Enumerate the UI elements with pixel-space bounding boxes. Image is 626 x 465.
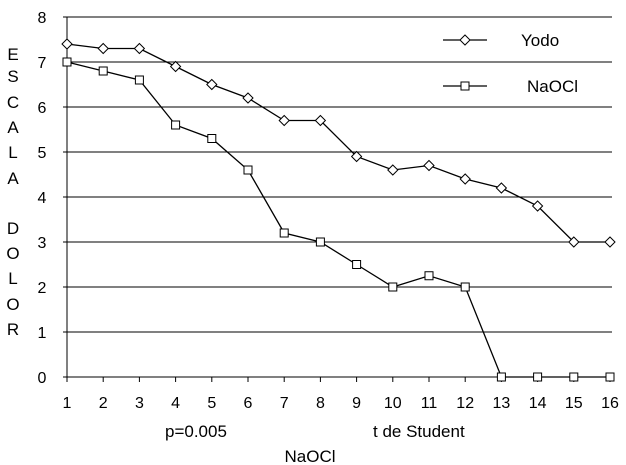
data-point-naocl xyxy=(460,282,470,292)
series-lines xyxy=(61,38,616,382)
data-point-yodo xyxy=(350,150,363,163)
x-tick-label: 11 xyxy=(421,395,438,412)
x-tick-labels: 1 2 3 4 5 6 7 8 9 10 11 12 13 14 15 16 xyxy=(63,377,619,412)
y-axis-label-letter: O xyxy=(6,295,19,314)
x-tick-label: 14 xyxy=(529,395,547,412)
data-point-naocl xyxy=(533,372,543,382)
data-point-yodo xyxy=(206,78,218,91)
legend-label-naocl: NaOCl xyxy=(527,77,578,96)
y-axis-label-letter: L xyxy=(8,143,17,162)
data-point-naocl xyxy=(496,372,506,382)
x-tick-label: 2 xyxy=(99,395,108,412)
x-tick-label: 9 xyxy=(352,395,361,412)
data-point-naocl xyxy=(315,237,325,247)
y-axis-label-letter: A xyxy=(7,118,19,137)
data-point-yodo xyxy=(459,173,471,185)
legend-marker-yodo xyxy=(459,34,471,46)
data-point-yodo xyxy=(568,236,580,248)
data-point-naocl xyxy=(62,57,72,67)
data-point-yodo xyxy=(133,42,146,55)
y-tick-label: 7 xyxy=(38,55,47,72)
data-point-yodo xyxy=(531,200,544,212)
data-point-naocl xyxy=(605,372,615,382)
x-tick-label: 13 xyxy=(493,395,511,412)
y-axis-label-letter: O xyxy=(6,244,19,263)
y-axis-label-letter: C xyxy=(7,93,19,112)
y-axis-label-letter: E xyxy=(7,45,18,64)
x-tick-label: 16 xyxy=(601,395,619,412)
annotation-test-name: t de Student xyxy=(373,422,465,441)
series-naocl xyxy=(62,57,615,382)
data-point-naocl xyxy=(171,120,181,130)
data-point-yodo xyxy=(242,92,254,104)
y-axis-label-letter: A xyxy=(7,169,19,188)
series-line-yodo xyxy=(66,43,610,243)
x-tick-label: 12 xyxy=(456,395,474,412)
x-tick-label: 15 xyxy=(565,395,583,412)
annotation-p-value: p=0.005 xyxy=(165,422,227,441)
y-tick-label: 0 xyxy=(38,370,47,387)
data-point-naocl xyxy=(388,282,398,292)
y-tick-labels: 0 1 2 3 4 5 6 7 8 xyxy=(38,10,67,387)
x-tick-label: 6 xyxy=(244,395,253,412)
x-tick-label: 5 xyxy=(207,395,216,412)
data-point-naocl xyxy=(134,75,144,85)
legend: Yodo NaOCl xyxy=(443,31,578,96)
y-tick-label: 5 xyxy=(38,145,47,162)
data-point-naocl xyxy=(424,271,434,281)
data-point-naocl xyxy=(98,66,108,76)
data-point-yodo xyxy=(495,182,508,194)
x-tick-label: 7 xyxy=(280,395,289,412)
y-tick-label: 8 xyxy=(38,10,47,27)
y-tick-label: 3 xyxy=(38,235,47,252)
data-point-yodo xyxy=(314,114,327,127)
x-axis-label: NaOCl xyxy=(284,447,335,465)
data-point-naocl xyxy=(207,134,217,143)
x-tick-label: 8 xyxy=(316,395,325,412)
data-point-yodo xyxy=(387,164,399,176)
data-point-naocl xyxy=(243,165,253,175)
data-point-yodo xyxy=(97,42,109,55)
data-point-yodo xyxy=(61,38,73,50)
x-tick-label: 1 xyxy=(63,395,72,412)
data-point-naocl xyxy=(569,372,579,382)
y-tick-label: 4 xyxy=(38,190,47,207)
data-point-yodo xyxy=(169,60,182,73)
data-point-naocl xyxy=(279,228,289,238)
data-point-yodo xyxy=(604,236,616,248)
series-line-naocl xyxy=(66,61,610,378)
y-axis-label-letter: S xyxy=(7,67,18,86)
x-tick-label: 4 xyxy=(171,395,180,412)
legend-marker-naocl xyxy=(460,81,470,91)
x-tick-label: 3 xyxy=(135,395,144,412)
gridlines xyxy=(67,16,612,333)
legend-label-yodo: Yodo xyxy=(521,31,559,50)
y-axis-label-letter: D xyxy=(7,219,19,238)
data-point-yodo xyxy=(423,159,435,172)
x-tick-label: 10 xyxy=(384,395,402,412)
y-axis-label-letter: R xyxy=(7,320,19,339)
y-axis-label-letter: L xyxy=(8,269,17,288)
y-tick-label: 6 xyxy=(38,100,47,117)
series-yodo xyxy=(61,38,616,248)
data-point-yodo xyxy=(278,114,290,127)
y-tick-label: 2 xyxy=(38,280,47,297)
y-tick-label: 1 xyxy=(38,325,47,342)
data-point-naocl xyxy=(352,260,362,269)
